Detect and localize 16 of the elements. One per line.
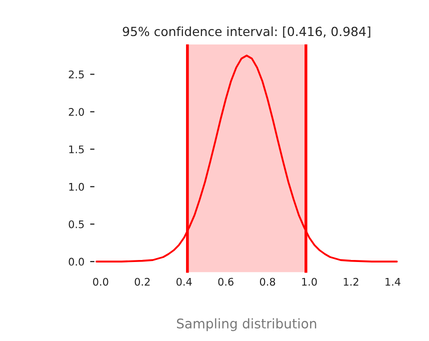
y-tick-label: 2.0	[68, 108, 84, 116]
y-tick-label: 0.5	[68, 220, 84, 228]
x-tick-label: 1.2	[344, 278, 358, 286]
x-tick-label: 1.4	[386, 278, 400, 286]
x-axis-title: Sampling distribution	[176, 318, 316, 332]
x-tick-label: 0.0	[93, 278, 108, 286]
y-tick-label: 1.0	[69, 182, 84, 191]
x-tick-label: 1.0	[302, 278, 317, 286]
y-tick-label: 2.5	[68, 70, 84, 78]
x-tick-label: 0.2	[134, 278, 150, 286]
chart-title: 95% confidence interval: [0.416, 0.984]	[122, 26, 370, 38]
x-tick-label: 0.8	[260, 278, 276, 286]
y-tick-label: 1.5	[69, 146, 84, 154]
x-tick-label: 0.4	[176, 278, 192, 286]
x-tick-label: 0.6	[218, 278, 234, 286]
y-tick-label: 0.0	[68, 258, 84, 266]
